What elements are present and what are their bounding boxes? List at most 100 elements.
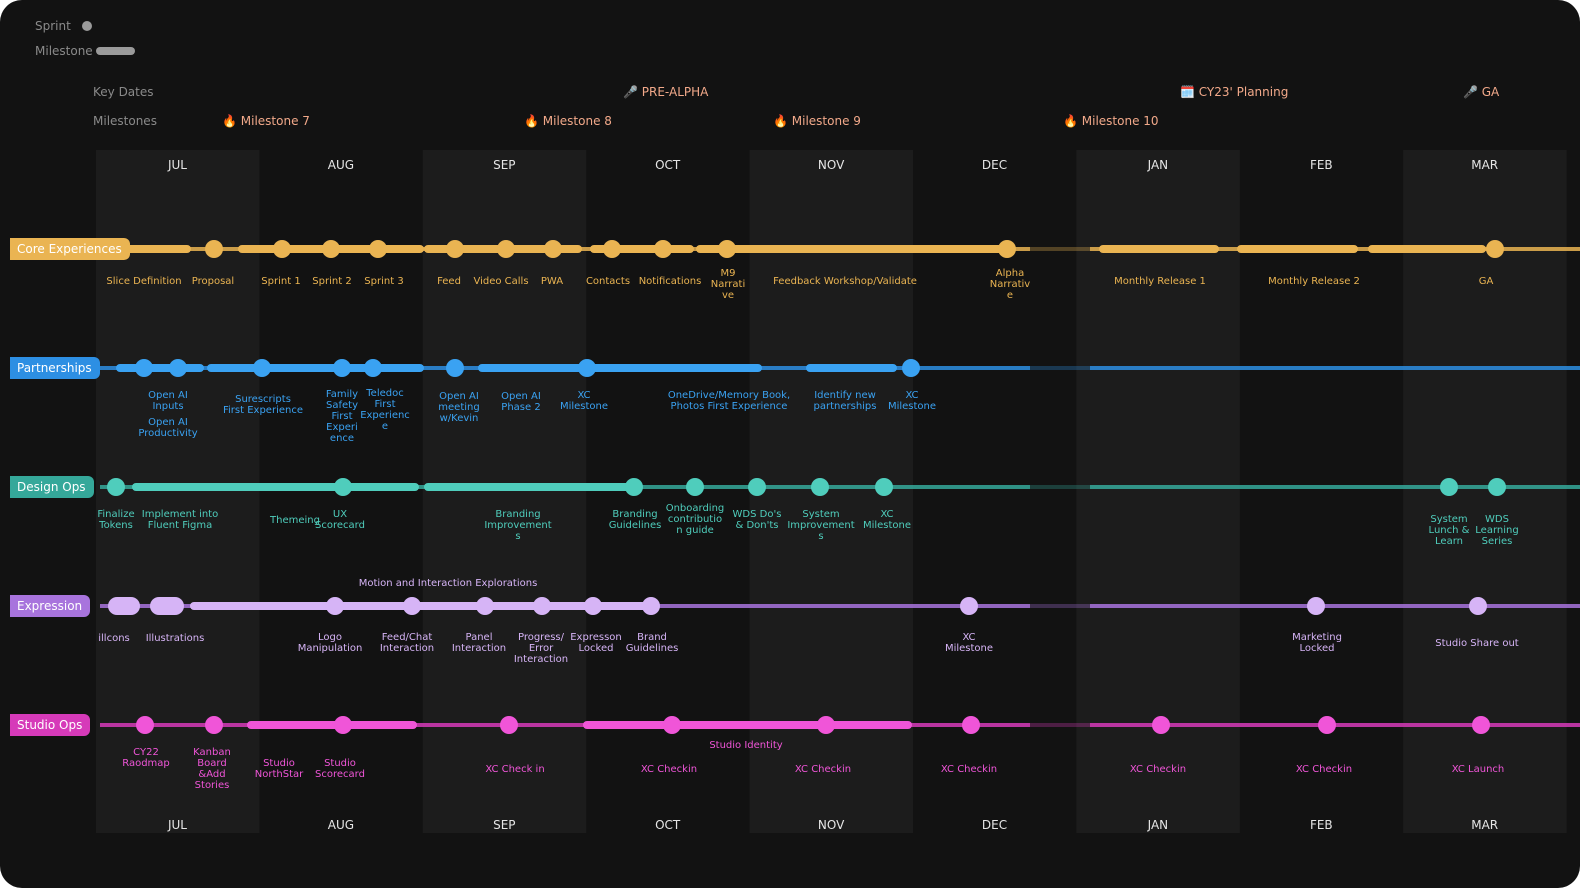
month-label: NOV bbox=[817, 158, 845, 172]
milestone-dot bbox=[603, 240, 621, 258]
item-label: Studio Share out bbox=[1435, 638, 1519, 649]
milestone-dot bbox=[253, 359, 271, 377]
key-dates-label: Key Dates bbox=[93, 85, 154, 99]
item-label: Surescripts First Experience bbox=[223, 394, 303, 416]
milestone-dot bbox=[584, 597, 602, 615]
item-label: Progress/ Error Interaction bbox=[513, 632, 569, 665]
milestone-dot bbox=[369, 240, 387, 258]
milestone-dot bbox=[1318, 716, 1336, 734]
milestone-dot bbox=[135, 359, 153, 377]
milestone-dot bbox=[322, 240, 340, 258]
milestone: 🔥 Milestone 8 bbox=[524, 114, 612, 128]
lane-label: Studio Ops bbox=[10, 714, 91, 736]
key-date: 🗓️ CY23' Planning bbox=[1180, 85, 1289, 99]
milestone-dot bbox=[1486, 240, 1504, 258]
item-label: Motion and Interaction Explorations bbox=[358, 578, 538, 589]
item-label: Family Safety First Experience bbox=[325, 389, 359, 444]
item-label: WDS Do's & Don'ts bbox=[732, 509, 782, 531]
milestone: 🔥 Milestone 7 bbox=[222, 114, 310, 128]
item-label: Slice Definition bbox=[106, 276, 182, 287]
item-label: XC Milestone bbox=[887, 390, 937, 412]
milestone-dot bbox=[902, 359, 920, 377]
milestone-dot bbox=[136, 716, 154, 734]
milestone-dot bbox=[205, 716, 223, 734]
milestone-dot bbox=[811, 478, 829, 496]
legend-sprint: Sprint bbox=[35, 19, 71, 33]
month-label: OCT bbox=[655, 818, 681, 832]
key-date: 🎤 GA bbox=[1463, 85, 1500, 99]
milestone-dot bbox=[1152, 716, 1170, 734]
month-label: FEB bbox=[1309, 818, 1333, 832]
item-label: Branding Improvements bbox=[484, 509, 552, 542]
item-label: Monthly Release 1 bbox=[1114, 276, 1206, 287]
legend-pill bbox=[96, 47, 135, 55]
item-label: Video Calls bbox=[473, 276, 529, 287]
item-label: Contacts bbox=[585, 276, 631, 287]
item-label: CY22 Raodmap bbox=[122, 747, 170, 769]
milestone-dot bbox=[1307, 597, 1325, 615]
month-label: AUG bbox=[327, 818, 355, 832]
milestone-dot bbox=[446, 240, 464, 258]
item-label: PWA bbox=[540, 276, 564, 287]
milestone-dot bbox=[998, 240, 1016, 258]
item-label: XC Checkin bbox=[1129, 764, 1187, 775]
milestone-dot bbox=[446, 359, 464, 377]
milestone-pill bbox=[150, 597, 184, 615]
item-label: Open AI Inputs bbox=[148, 390, 188, 412]
item-label: Implement into Fluent Figma bbox=[141, 509, 219, 531]
milestone-dot bbox=[364, 359, 382, 377]
milestone: 🔥 Milestone 9 bbox=[773, 114, 861, 128]
item-label: GA bbox=[1478, 276, 1494, 287]
item-label: Brand Guidelines bbox=[625, 632, 679, 654]
item-label: Open AI meeting w/Kevin bbox=[438, 391, 480, 424]
month-label: JUL bbox=[167, 158, 187, 172]
item-label: M9 Narrative bbox=[710, 268, 746, 301]
milestone-dot bbox=[500, 716, 518, 734]
milestone-dot bbox=[1472, 716, 1490, 734]
item-label: System Improvements bbox=[787, 509, 855, 542]
item-label: Feed/Chat Interaction bbox=[379, 632, 435, 654]
item-label: XC Checkin bbox=[1295, 764, 1353, 775]
milestone-dot bbox=[875, 478, 893, 496]
milestone-dot bbox=[1469, 597, 1487, 615]
item-label: Branding Guidelines bbox=[608, 509, 662, 531]
item-label: WDS Learning Series bbox=[1475, 514, 1519, 547]
item-label: UX Scorecard bbox=[315, 509, 365, 531]
item-label: Studio Scorecard bbox=[315, 758, 365, 780]
item-label: Expresson Locked bbox=[570, 632, 622, 654]
item-label: XC Check in bbox=[485, 764, 545, 775]
item-label: Alpha Narrative bbox=[989, 268, 1031, 301]
milestone-dot bbox=[960, 597, 978, 615]
month-label: JUL bbox=[167, 818, 187, 832]
lane-label: Design Ops bbox=[10, 476, 94, 498]
item-label: Themeing bbox=[270, 515, 320, 526]
item-label: Feedback Workshop/Validate bbox=[773, 276, 917, 287]
month-label: MAR bbox=[1471, 158, 1499, 172]
item-label: Marketing Locked bbox=[1292, 632, 1342, 654]
month-label: DEC bbox=[981, 818, 1008, 832]
month-label: MAR bbox=[1471, 818, 1499, 832]
item-label: Onboarding contribution guide bbox=[665, 503, 725, 536]
item-label: OneDrive/Memory Book, Photos First Exper… bbox=[667, 390, 791, 412]
lane-label: Core Experiences bbox=[10, 238, 130, 260]
item-label: Kanban Board &Add Stories bbox=[193, 747, 231, 791]
milestone: 🔥 Milestone 10 bbox=[1063, 114, 1159, 128]
item-label: Studio Identity bbox=[709, 740, 783, 751]
month-label: SEP bbox=[493, 158, 516, 172]
milestone-dot bbox=[1488, 478, 1506, 496]
milestone-dot bbox=[962, 716, 980, 734]
month-label: AUG bbox=[327, 158, 355, 172]
item-label: Teledoc First Experience bbox=[360, 388, 410, 432]
month-label: JAN bbox=[1147, 158, 1169, 172]
item-label: XC Checkin bbox=[940, 764, 998, 775]
milestone-dot bbox=[533, 597, 551, 615]
milestone-dot bbox=[107, 478, 125, 496]
key-date: 🎤 PRE-ALPHA bbox=[623, 85, 709, 99]
milestone-dot bbox=[334, 716, 352, 734]
item-label: XC Milestone bbox=[862, 509, 912, 531]
month-label: SEP bbox=[493, 818, 516, 832]
item-label: illcons bbox=[98, 633, 130, 644]
milestone-dot bbox=[544, 240, 562, 258]
month-label: DEC bbox=[981, 158, 1008, 172]
